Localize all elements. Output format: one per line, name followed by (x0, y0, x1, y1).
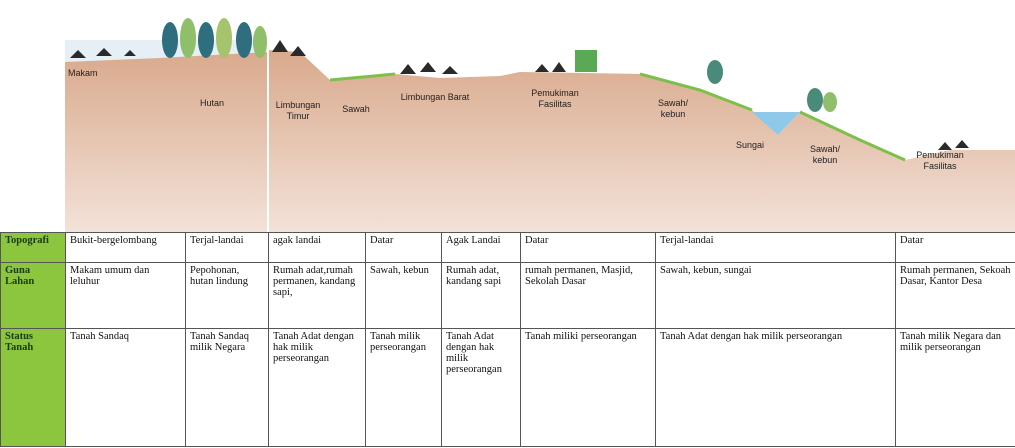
table-cell: Tanah milik perseorangan (366, 329, 442, 447)
table-cell: Tanah Adat dengan hak milik perseorangan (269, 329, 366, 447)
table-cell: Rumah adat, kandang sapi (442, 263, 521, 329)
zone-label: Sawah/ kebun (648, 98, 698, 120)
table-cell: Datar (366, 233, 442, 263)
table-cell: Bukit-bergelombang (66, 233, 186, 263)
table-cell: Tanah milik Negara dan milik perseoranga… (896, 329, 1015, 447)
page: Makam Hutan Limbungan Timur Sawah Limbungan … (0, 0, 1015, 448)
table-cell: Agak Landai (442, 233, 521, 263)
row-header: Topografi (1, 233, 66, 263)
zone-label: Pemukiman Fasilitas (905, 150, 975, 172)
table-cell: Rumah adat,rumah permanen, kandang sapi, (269, 263, 366, 329)
zone-label: Sawah/ kebun (800, 144, 850, 166)
zone-label: Sawah (336, 104, 376, 115)
landscape (0, 0, 1015, 232)
table-cell: agak landai (269, 233, 366, 263)
table-cell: Makam umum dan leluhur (66, 263, 186, 329)
table-cell: Tanah Adat dengan hak milik perseorangan (442, 329, 521, 447)
mosque (575, 50, 597, 72)
terrain (65, 50, 1015, 232)
zone-label: Hutan (182, 98, 242, 109)
zone-label: Makam (68, 68, 118, 79)
table-cell: Tanah Adat dengan hak milik perseorangan (656, 329, 896, 447)
table-cell: Sawah, kebun (366, 263, 442, 329)
table-cell: Tanah Sandaq (66, 329, 186, 447)
table-cell: Tanah miliki perseorangan (521, 329, 656, 447)
table-cell: Terjal-landai (656, 233, 896, 263)
table-cell: Datar (521, 233, 656, 263)
table-cell: Terjal-landai (186, 233, 269, 263)
table-cell: Tanah Sandaq milik Negara (186, 329, 269, 447)
table-cell: rumah permanen, Masjid, Sekolah Dasar (521, 263, 656, 329)
row-header: Status Tanah (1, 329, 66, 447)
table-cell: Datar (896, 233, 1015, 263)
table-cell: Sawah, kebun, sungai (656, 263, 896, 329)
table-cell: Rumah permanen, Sekoah Dasar, Kantor Des… (896, 263, 1015, 329)
row-header: Guna Lahan (1, 263, 66, 329)
zone-label: Sungai (720, 140, 780, 151)
zone-label: Limbungan Barat (400, 92, 470, 103)
zone-label: Pemukiman Fasilitas (520, 88, 590, 110)
zone-label: Limbungan Timur (268, 100, 328, 122)
table-cell: Pepohonan, hutan lindung (186, 263, 269, 329)
